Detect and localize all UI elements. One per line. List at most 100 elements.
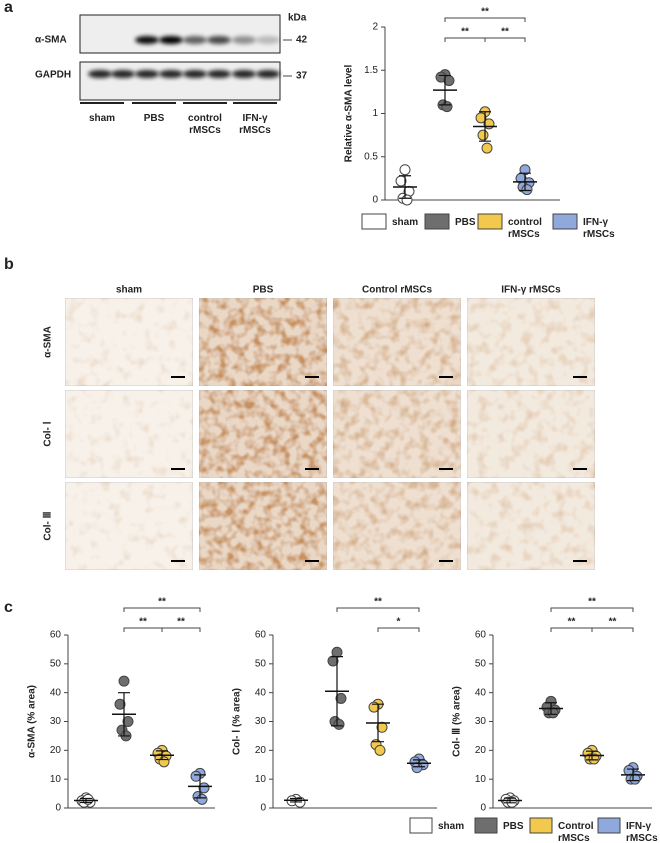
significance-label: ** <box>588 597 596 608</box>
y-axis-label: Relative α-SMA level <box>344 65 355 163</box>
band <box>232 36 256 44</box>
band <box>232 70 256 78</box>
data-point <box>118 675 130 687</box>
y-axis-label: Col- Ⅰ (% area) <box>232 688 243 755</box>
group-label: control rMSCs <box>188 113 222 136</box>
micrograph <box>466 297 596 387</box>
legend-swatch <box>552 213 578 230</box>
group-label: PBS <box>144 113 165 124</box>
significance-label: ** <box>177 617 185 628</box>
y-tick-label: 10 <box>255 774 267 785</box>
y-tick-label: 60 <box>475 630 487 641</box>
data-point <box>547 707 559 719</box>
column-title: IFN-γ rMSCs <box>501 285 561 296</box>
legend-label: IFN-γ rMSCs <box>626 821 658 843</box>
band <box>207 70 231 78</box>
y-tick-label: 30 <box>50 716 62 727</box>
significance-label: ** <box>481 7 489 18</box>
micrograph <box>198 389 328 479</box>
data-point <box>481 142 493 154</box>
legend-swatch <box>597 817 621 834</box>
y-tick-label: 20 <box>475 745 487 756</box>
y-tick-label: 0.5 <box>364 151 378 162</box>
data-point <box>374 744 386 756</box>
legend-swatch <box>529 817 553 834</box>
y-tick-label: 0 <box>260 803 266 814</box>
significance-label: ** <box>461 27 469 38</box>
column-title: Control rMSCs <box>362 285 432 296</box>
group-label: sham <box>89 113 115 124</box>
legend-swatch <box>474 817 498 834</box>
sd-bar <box>545 702 557 715</box>
band <box>135 70 159 78</box>
significance-label: ** <box>609 617 617 628</box>
legend-label: sham <box>392 217 418 228</box>
y-tick-label: 50 <box>50 658 62 669</box>
legend-label: control rMSCs <box>508 217 542 240</box>
column-title: sham <box>116 285 142 296</box>
band <box>159 36 183 44</box>
band <box>256 36 280 44</box>
significance-label: ** <box>158 597 166 608</box>
sd-bar <box>331 656 343 727</box>
row-label: α-SMA <box>43 326 54 358</box>
data-point <box>333 718 345 730</box>
y-tick-label: 50 <box>475 658 487 669</box>
panel-label: a <box>4 0 13 16</box>
significance-bracket <box>444 37 486 42</box>
data-point <box>477 129 489 141</box>
data-point <box>196 793 208 805</box>
column-title: PBS <box>253 285 274 296</box>
micrograph <box>198 297 328 387</box>
significance-bracket <box>484 37 526 42</box>
y-axis-label: α-SMA (% area) <box>27 685 38 758</box>
significance-bracket <box>550 607 634 612</box>
significance-label: * <box>397 617 401 628</box>
significance-bracket <box>591 627 634 632</box>
sd-bar <box>479 111 491 142</box>
legend-label: Control rMSCs <box>558 821 594 843</box>
micrograph <box>466 481 596 571</box>
micrograph <box>332 297 462 387</box>
blot-gapdh <box>79 61 281 101</box>
legend-swatch <box>477 213 503 230</box>
band <box>111 70 135 78</box>
micrograph <box>332 389 462 479</box>
y-tick-label: 0 <box>372 195 378 206</box>
legend-label: IFN-γ rMSCs <box>583 217 615 240</box>
data-point <box>327 655 339 667</box>
y-tick-label: 10 <box>475 774 487 785</box>
legend-label: PBS <box>455 217 476 228</box>
significance-label: ** <box>501 27 509 38</box>
band <box>159 70 183 78</box>
significance-label: ** <box>139 617 147 628</box>
y-tick-label: 1.5 <box>364 65 378 76</box>
y-tick-label: 0 <box>55 803 61 814</box>
sd-bar <box>80 797 92 804</box>
sd-bar <box>118 692 130 737</box>
y-tick-label: 40 <box>475 687 487 698</box>
significance-bracket <box>444 17 526 22</box>
y-tick-label: 60 <box>255 630 267 641</box>
micrograph <box>64 481 194 571</box>
data-point <box>190 770 202 782</box>
data-point <box>521 184 533 196</box>
sd-bar <box>439 74 451 106</box>
data-point <box>475 112 487 124</box>
y-tick-label: 30 <box>475 716 487 727</box>
size-unit: kDa <box>288 13 307 24</box>
row-label: Col- Ⅰ <box>43 421 54 446</box>
group-label: IFN-γ rMSCs <box>239 113 271 136</box>
legend-label: PBS <box>503 821 524 832</box>
y-axis-label: Col- Ⅲ (% area) <box>452 686 463 757</box>
y-tick-label: 10 <box>50 774 62 785</box>
y-tick-label: 2 <box>372 22 378 33</box>
y-tick-label: 1 <box>372 108 378 119</box>
band <box>256 70 280 78</box>
sd-bar <box>519 172 531 192</box>
data-point <box>158 756 170 768</box>
sd-bar <box>586 750 598 761</box>
sd-bar <box>627 768 639 782</box>
legend-label: sham <box>438 821 464 832</box>
